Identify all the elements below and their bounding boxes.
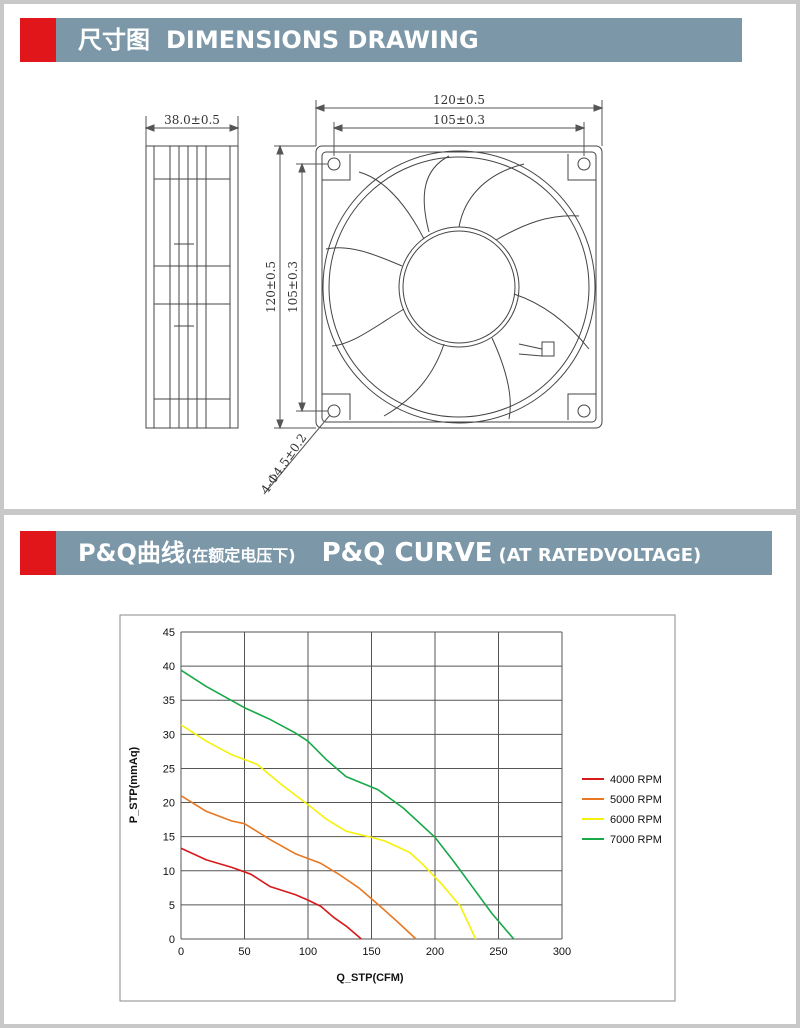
chart-legend: 4000 RPM 5000 RPM 6000 RPM 7000 RPM: [582, 774, 662, 846]
x-tick-label: 200: [426, 946, 444, 958]
legend-entry: 7000 RPM: [610, 834, 662, 846]
x-tick-label: 250: [489, 946, 507, 958]
fan-front-view: [315, 145, 603, 429]
header-bar: 尺寸图 DIMENSIONS DRAWING: [56, 18, 742, 62]
y-tick-label: 5: [169, 900, 175, 912]
chart-tick-labels: 0 50 100 150 200 250 300 0 5 10 15 20 25 30 35 40 45: [163, 627, 571, 958]
y-tick-label: 20: [163, 798, 175, 810]
depth-dimension-label: 38.0±0.5: [164, 113, 220, 127]
x-axis-label: Q_STP(CFM): [336, 972, 404, 984]
y-tick-label: 40: [163, 661, 175, 673]
pq-title-cn-sub: (在额定电压下): [184, 546, 296, 565]
pq-curve-chart: 0 50 100 150 200 250 300 0 5 10 15 20 25 30 35 40 45 400…: [119, 614, 676, 1002]
outer-width-dimension-label: 120±0.5: [433, 93, 485, 107]
dimensions-header: 尺寸图 DIMENSIONS DRAWING: [20, 18, 742, 62]
y-tick-label: 15: [163, 832, 175, 844]
x-tick-label: 300: [553, 946, 571, 958]
y-tick-label: 10: [163, 866, 175, 878]
pq-curve-title: P&Q曲线(在额定电压下) P&Q CURVE (AT RATEDVOLTAGE): [78, 531, 701, 578]
legend-entry: 5000 RPM: [610, 794, 662, 806]
header-bar: P&Q曲线(在额定电压下) P&Q CURVE (AT RATEDVOLTAGE): [56, 531, 772, 575]
series-line-5000-rpm: [180, 795, 417, 940]
dimensions-drawing: 38.0±0.5 120±0.5 105±0.3 120±0.5 105±0.3…: [144, 93, 604, 496]
pq-title-en-sub: (AT RATEDVOLTAGE): [498, 545, 702, 566]
dimensions-panel: 尺寸图 DIMENSIONS DRAWING: [4, 4, 796, 509]
chart-frame: [119, 614, 676, 1002]
hole-width-dimension-label: 105±0.3: [433, 113, 485, 127]
hole-height-dimension-label: 105±0.3: [286, 261, 300, 313]
x-tick-label: 50: [238, 946, 250, 958]
mounting-hole-dimension-label: 4-Φ4.5±0.2: [258, 431, 309, 496]
pq-title-cn: P&Q曲线: [78, 539, 185, 567]
header-red-block: [20, 18, 56, 62]
legend-entry: 4000 RPM: [610, 774, 662, 786]
outer-height-dimension-label: 120±0.5: [264, 261, 278, 313]
series-line-4000-rpm: [180, 847, 362, 940]
fan-side-view: [145, 145, 239, 429]
y-axis-label: P_STP(mmAq): [128, 746, 140, 823]
y-tick-label: 30: [163, 729, 175, 741]
x-tick-label: 150: [362, 946, 380, 958]
pq-curve-panel: P&Q曲线(在额定电压下) P&Q CURVE (AT RATEDVOLTAGE) …: [4, 515, 796, 1024]
y-tick-label: 45: [163, 627, 175, 639]
chart-grid: [180, 631, 563, 940]
y-tick-label: 0: [169, 934, 175, 946]
header-red-block: [20, 531, 56, 575]
y-tick-label: 25: [163, 763, 175, 775]
pq-title-en: P&Q CURVE: [321, 538, 493, 568]
y-tick-label: 35: [163, 695, 175, 707]
dimensions-title: 尺寸图 DIMENSIONS DRAWING: [78, 18, 479, 65]
pq-curve-header: P&Q曲线(在额定电压下) P&Q CURVE (AT RATEDVOLTAGE): [20, 531, 772, 575]
series-line-6000-rpm: [180, 724, 477, 940]
dimensions-title-en: DIMENSIONS DRAWING: [166, 26, 479, 54]
legend-entry: 6000 RPM: [610, 814, 662, 826]
x-tick-label: 0: [178, 946, 184, 958]
series-line-7000-rpm: [180, 669, 515, 940]
chart-series: [180, 669, 515, 940]
x-tick-label: 100: [299, 946, 317, 958]
dimensions-title-cn: 尺寸图: [78, 26, 150, 54]
